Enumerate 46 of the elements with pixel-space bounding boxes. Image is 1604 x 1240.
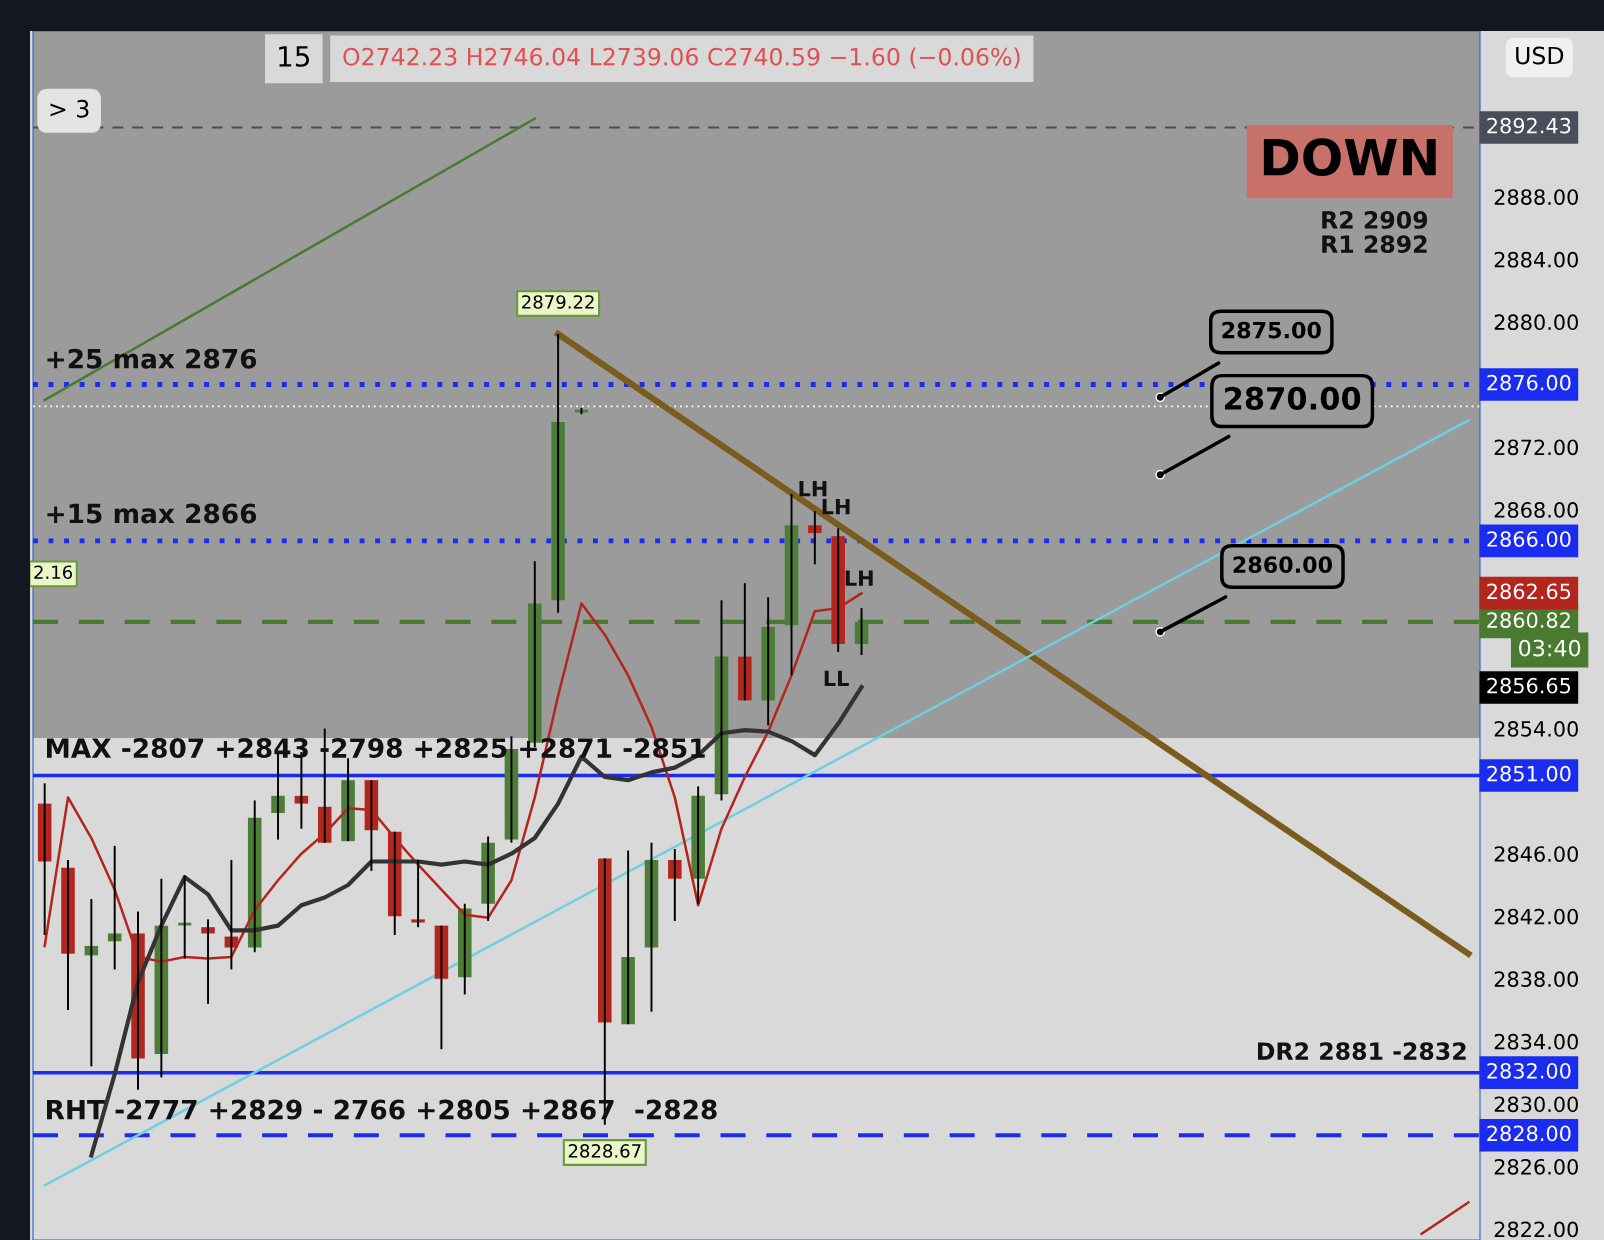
annotation: LH (845, 570, 873, 586)
ref-line-label: 2892.43 (1487, 117, 1571, 134)
y-tick-label: 2880.00 (1494, 314, 1578, 331)
annotation: +15 max 2866 (47, 503, 257, 524)
y-tick-label: 2854.00 (1494, 721, 1578, 737)
annotation: 2875.00 (1222, 321, 1321, 339)
annotation: +25 max 2876 (47, 348, 257, 369)
y-tick-label: 2846.00 (1494, 846, 1578, 862)
text: 03:40 (1519, 639, 1581, 657)
candlestick (668, 848, 682, 922)
annotation: 2870.00 (1224, 386, 1361, 410)
annotation: 2879.22 (522, 295, 594, 309)
annotation: LH (822, 499, 850, 515)
y-tick-label: 2834.00 (1494, 1033, 1578, 1050)
annotation: R1 2892 (1322, 235, 1427, 254)
chart-title: 15 (279, 46, 310, 67)
y-tick-label: 2842.00 (1494, 908, 1578, 925)
y-tick-label: 2826.00 (1494, 1158, 1578, 1175)
y-tick-label: 2830.00 (1494, 1096, 1578, 1113)
annotation: 2860.00 (1233, 556, 1332, 574)
text: 2856.65 (1487, 677, 1571, 694)
text: USD (1516, 46, 1564, 65)
annotation: LL (824, 670, 849, 686)
ref-line-label: 2851.00 (1487, 765, 1571, 782)
ref-line-label: 2876.00 (1487, 374, 1571, 391)
y-tick-label: 2888.00 (1494, 189, 1578, 205)
annotation: 2828.67 (568, 1144, 641, 1158)
annotation: DOWN (1263, 138, 1436, 177)
ref-line-label: 2828.00 (1487, 1125, 1571, 1142)
text: 2862.65 (1487, 583, 1571, 600)
y-tick-label: 2884.00 (1494, 251, 1578, 268)
candlestick (808, 510, 822, 566)
annotation: 2.16 (34, 565, 73, 580)
annotation: > 3 (50, 99, 89, 118)
ref-line-label: 2860.82 (1487, 612, 1570, 628)
y-tick-label: 2872.00 (1494, 439, 1578, 456)
annotation: DR2 2881 -2832 (1258, 1042, 1466, 1061)
annotation: LH (799, 480, 827, 497)
ref-line-label: 2866.00 (1487, 531, 1571, 547)
annotation: R2 2909 (1322, 211, 1428, 229)
ref-line-label: 2832.00 (1487, 1062, 1571, 1079)
text: O2742.23 H2746.04 L2739.06 C2740.59 −1.60 (−0.06%) (343, 47, 1020, 69)
y-tick-label: 2838.00 (1494, 971, 1578, 988)
y-tick-label: 2822.00 (1494, 1221, 1578, 1238)
y-tick-label: 2868.00 (1494, 502, 1578, 518)
candlestick (411, 858, 425, 929)
